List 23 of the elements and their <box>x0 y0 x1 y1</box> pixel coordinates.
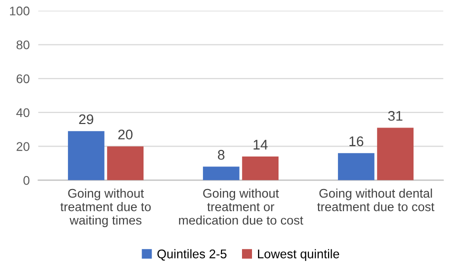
data-label: 20 <box>118 130 133 140</box>
bar <box>377 128 414 180</box>
bar <box>202 166 240 180</box>
data-label: 14 <box>254 140 268 150</box>
x-tick-label: Going without dental treatment due to cost <box>317 188 434 212</box>
bar <box>242 156 279 180</box>
data-label: 29 <box>79 114 94 124</box>
x-tick-label: Going without treatment or medication due to cost <box>179 188 304 225</box>
bar <box>68 131 104 180</box>
bar <box>338 153 374 180</box>
y-tick-label: 20 <box>16 142 30 151</box>
y-tick-label: 100 <box>10 6 30 16</box>
y-tick-label: 40 <box>16 108 30 118</box>
y-tick-label: 60 <box>16 74 30 84</box>
y-tick-label: 80 <box>16 40 30 50</box>
legend-label: Lowest quintile <box>258 249 340 261</box>
legend-label: Quintiles 2-5 <box>157 249 226 261</box>
y-tick-label: 0 <box>23 176 30 185</box>
x-tick-label: Going without treatment due to waiting times <box>60 188 151 228</box>
data-label: 31 <box>388 110 402 121</box>
data-label: 16 <box>350 136 364 146</box>
data-label: 8 <box>218 150 224 160</box>
bar <box>107 146 144 180</box>
